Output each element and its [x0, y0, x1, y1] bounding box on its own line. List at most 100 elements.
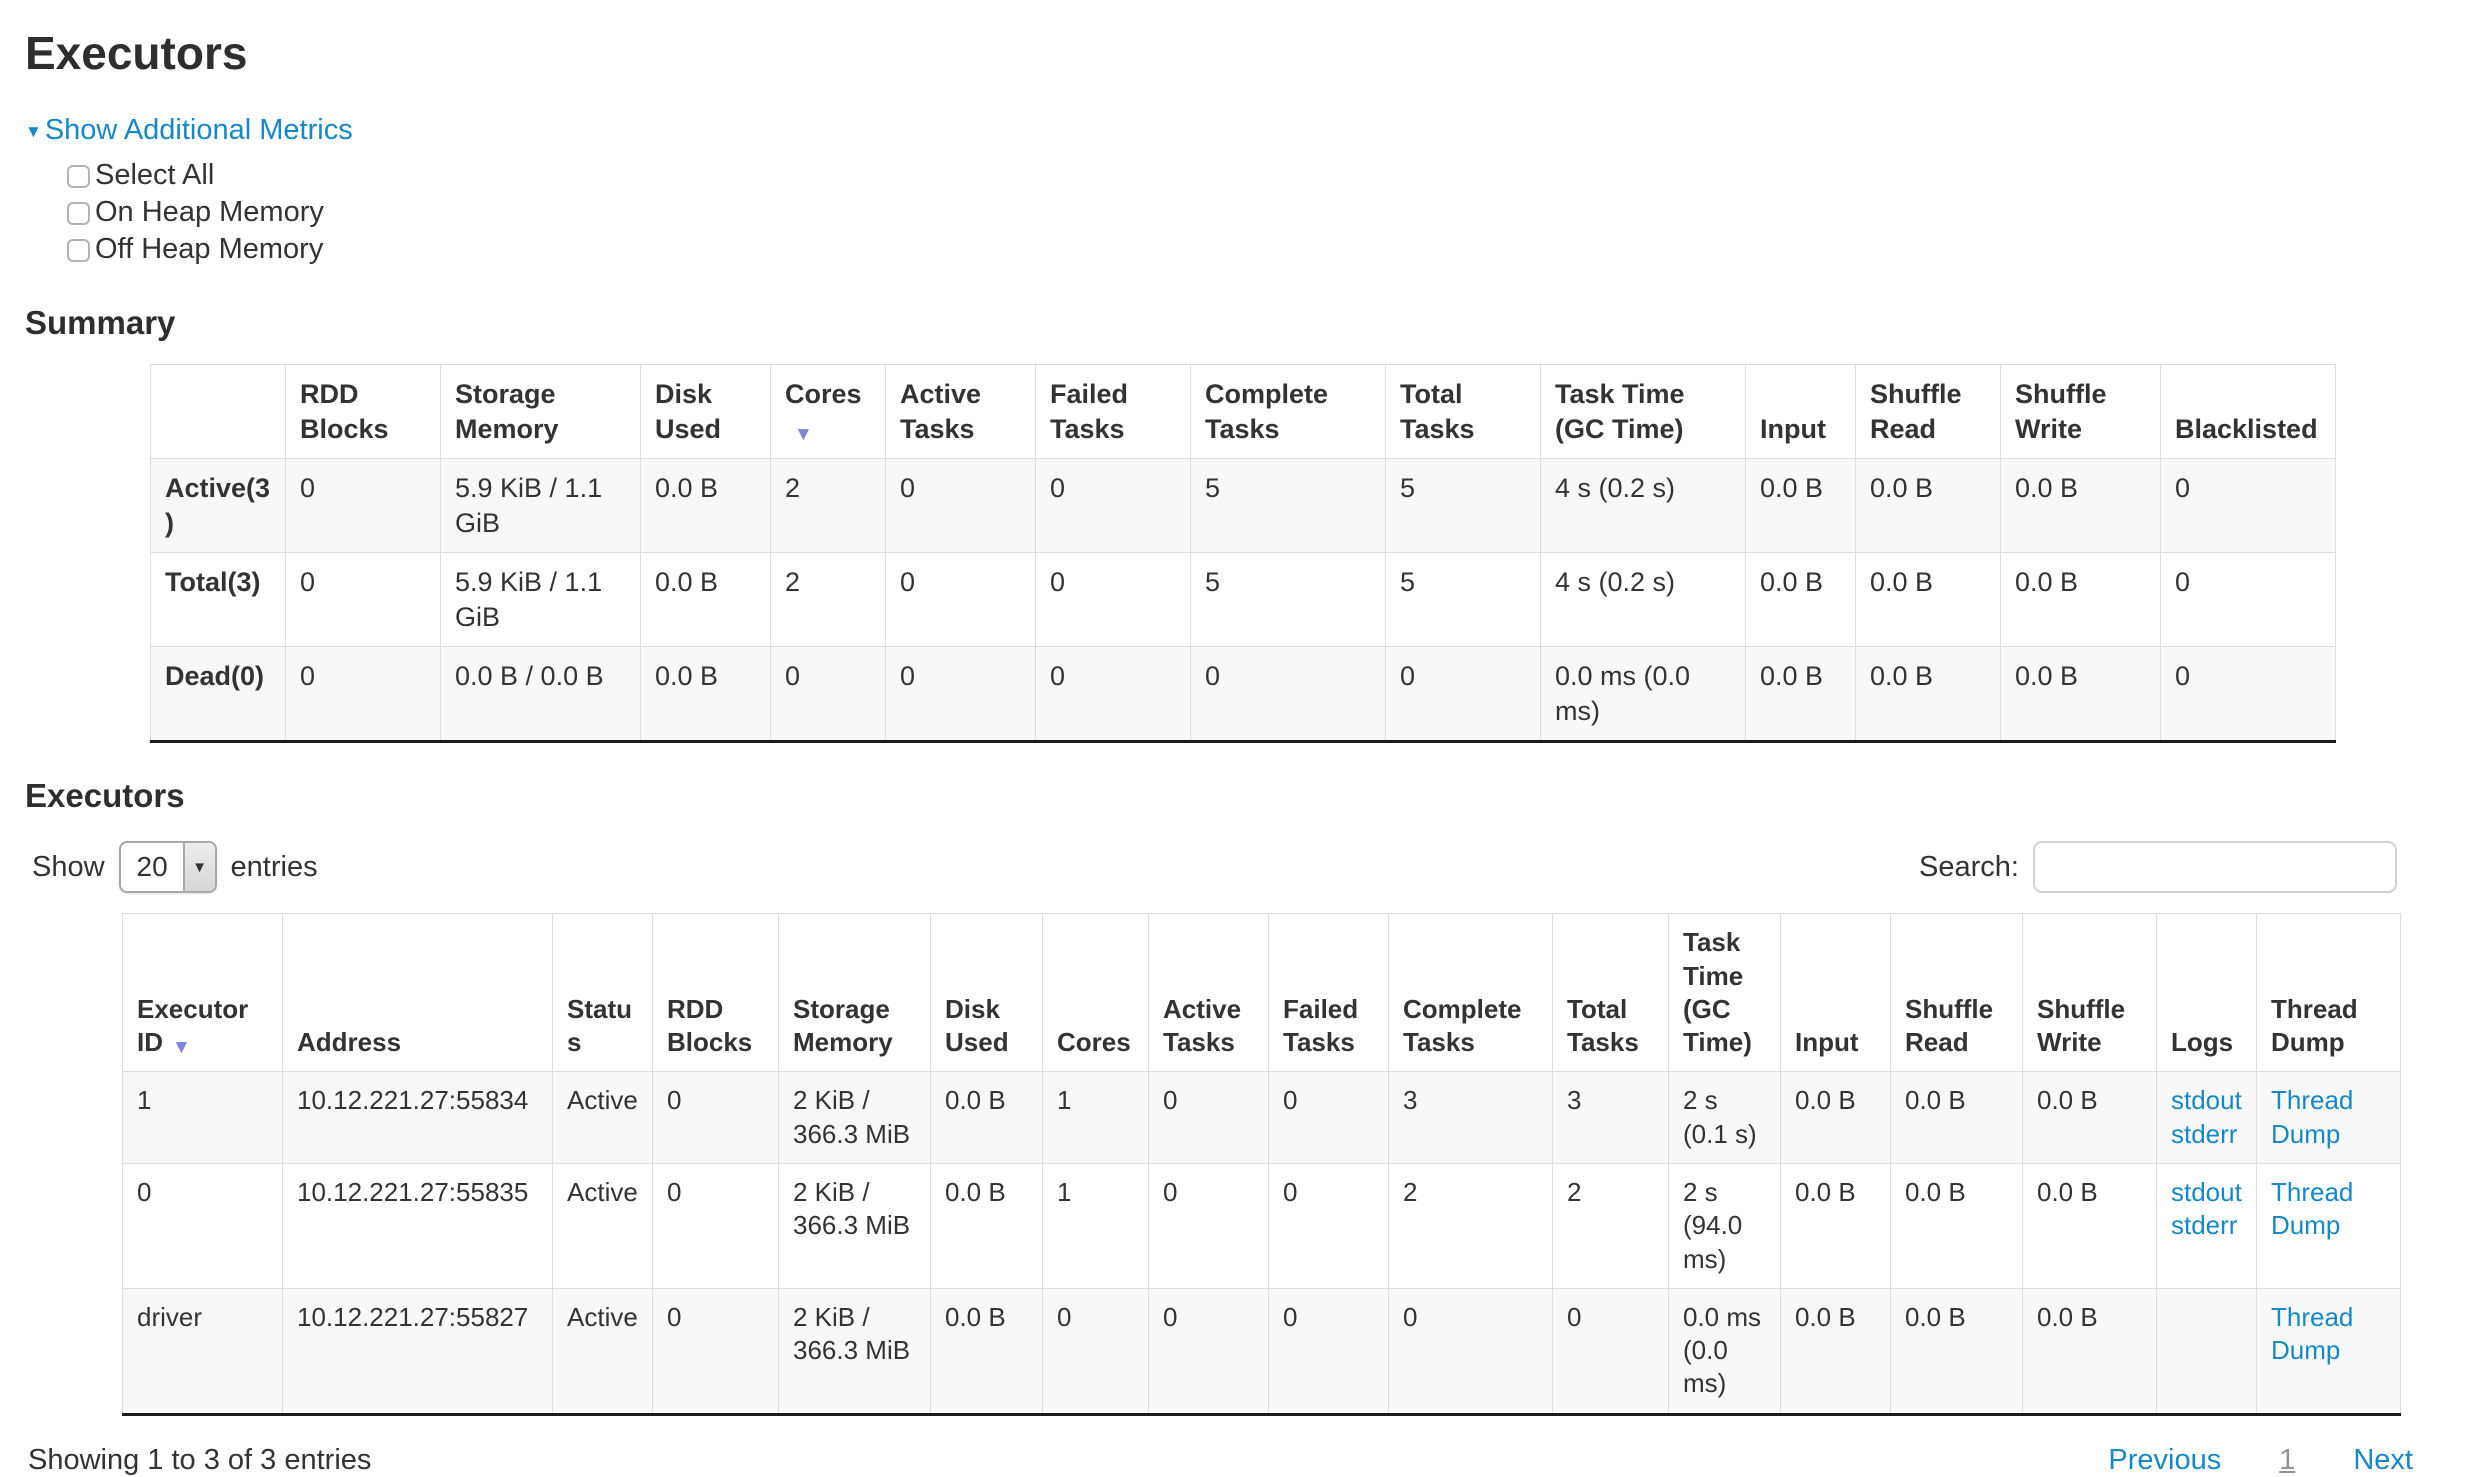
column-header-shuffle-write[interactable]: Shuffle Write [2022, 913, 2157, 1073]
column-header-storage-memory[interactable]: Storage Memory [778, 913, 931, 1073]
cell: 0 [1035, 458, 1191, 554]
cell: 0.0 B [1855, 552, 2001, 648]
column-header-shuffle-write[interactable]: Shuffle Write [2000, 363, 2161, 460]
column-header-total-tasks[interactable]: Total Tasks [1385, 363, 1541, 460]
cell: 0 [1035, 646, 1191, 743]
cell: 0.0 B [930, 1287, 1043, 1415]
current-page-number[interactable]: 1 [2279, 1443, 2296, 1476]
cell-address: 10.12.221.27:55827 [282, 1287, 553, 1415]
column-header-shuffle-read[interactable]: Shuffle Read [1890, 913, 2023, 1073]
show-additional-metrics-label: Show Additional Metrics [44, 114, 353, 146]
checkbox-select-all[interactable] [67, 165, 90, 188]
thread-dump-link[interactable]: Thread Dump [2271, 1301, 2354, 1366]
column-header-complete-tasks[interactable]: Complete Tasks [1388, 913, 1553, 1073]
summary-row-active: Active(3) 0 5.9 KiB / 1.1 GiB 0.0 B 2 0 … [150, 458, 2336, 554]
cell: 0 [652, 1287, 779, 1415]
column-header-disk-used[interactable]: Disk Used [640, 363, 771, 460]
checkbox-off-heap-memory[interactable] [67, 239, 90, 262]
column-header-logs[interactable]: Logs [2156, 913, 2257, 1073]
thread-dump-link[interactable]: Thread Dump [2271, 1085, 2354, 1149]
column-header-thread-dump[interactable]: Thread Dump [2256, 913, 2401, 1073]
entries-select[interactable]: 20 ▼ [118, 841, 217, 894]
cell: 0 [1268, 1287, 1389, 1415]
column-header-task-time[interactable]: Task Time (GC Time) [1540, 363, 1746, 460]
column-header-input[interactable]: Input [1780, 913, 1891, 1073]
column-header-cores[interactable]: Cores [1042, 913, 1149, 1073]
cell: 0 [1552, 1287, 1669, 1415]
cell-logs [2156, 1287, 2257, 1415]
column-header-active-tasks[interactable]: Active Tasks [885, 363, 1036, 460]
cell-executor-id: driver [122, 1287, 283, 1415]
column-header-label: Executor ID [137, 993, 249, 1058]
cell: 0.0 B [640, 552, 771, 648]
column-header-total-tasks[interactable]: Total Tasks [1552, 913, 1669, 1073]
thread-dump-link[interactable]: Thread Dump [2271, 1176, 2354, 1241]
column-header-input[interactable]: Input [1745, 363, 1856, 460]
column-header-task-time[interactable]: Task Time (GC Time) [1668, 913, 1781, 1073]
cell: 0 [1148, 1162, 1269, 1289]
cell: 0 [285, 646, 441, 743]
cell: 0 [885, 458, 1036, 554]
cell: 3 [1388, 1071, 1553, 1164]
cell: 0 [1268, 1071, 1389, 1164]
cell: 2 s (94.0 ms) [1668, 1162, 1781, 1289]
column-header-rdd-blocks[interactable]: RDD Blocks [285, 363, 441, 460]
metrics-item-select-all: Select All [67, 157, 2441, 194]
cell: 0.0 B [930, 1071, 1043, 1164]
column-header-blacklisted[interactable]: Blacklisted [2160, 363, 2336, 460]
column-header-address[interactable]: Address [282, 913, 553, 1073]
executors-table-container: Executor ID ▼ Address Status RDD Blocks S… [122, 913, 2401, 1416]
column-header-active-tasks[interactable]: Active Tasks [1148, 913, 1269, 1073]
cell: 0.0 B [1745, 458, 1856, 554]
column-header-complete-tasks[interactable]: Complete Tasks [1190, 363, 1386, 460]
cell: 1 [1042, 1071, 1149, 1164]
cell-address: 10.12.221.27:55835 [282, 1162, 553, 1289]
cell: 0 [1035, 552, 1191, 648]
column-header-cores[interactable]: Cores ▼ [770, 363, 886, 460]
cell: 0 [2160, 458, 2336, 554]
summary-table: RDD Blocks Storage Memory Disk Used Core… [150, 363, 2336, 744]
cell-status: Active [552, 1071, 653, 1164]
show-additional-metrics-toggle[interactable]: ▼ Show Additional Metrics [25, 114, 353, 147]
cell: 0 [652, 1162, 779, 1289]
stdout-link[interactable]: stdout [2171, 1085, 2242, 1116]
cell: 0 [1148, 1287, 1269, 1415]
cell-thread-dump: Thread Dump [2256, 1287, 2401, 1415]
column-header-failed-tasks[interactable]: Failed Tasks [1035, 363, 1191, 460]
cell: 0.0 B [640, 458, 771, 554]
cell: 0.0 B [1745, 552, 1856, 648]
cell-thread-dump: Thread Dump [2256, 1071, 2401, 1164]
column-header-disk-used[interactable]: Disk Used [930, 913, 1043, 1073]
cell: 0 [1190, 646, 1386, 743]
stderr-link[interactable]: stderr [2171, 1118, 2238, 1149]
cell: 0 [1388, 1287, 1553, 1415]
column-header-storage-memory[interactable]: Storage Memory [440, 363, 641, 460]
cell: 0.0 B [1890, 1071, 2023, 1164]
column-header-shuffle-read[interactable]: Shuffle Read [1855, 363, 2001, 460]
column-header-blank [150, 363, 286, 460]
column-header-rdd-blocks[interactable]: RDD Blocks [652, 913, 779, 1073]
summary-table-container: RDD Blocks Storage Memory Disk Used Core… [150, 363, 2336, 744]
cell-executor-id: 1 [122, 1071, 283, 1164]
stderr-link[interactable]: stderr [2171, 1210, 2238, 1241]
previous-page-button[interactable]: Previous [2108, 1443, 2222, 1476]
search-input[interactable] [2033, 841, 2397, 894]
cell: 3 [1552, 1071, 1669, 1164]
cell: 0.0 B [930, 1162, 1043, 1289]
cell: 0 [1042, 1287, 1149, 1415]
cell: 2 KiB / 366.3 MiB [778, 1162, 931, 1289]
stdout-link[interactable]: stdout [2171, 1176, 2242, 1207]
column-header-executor-id[interactable]: Executor ID ▼ [122, 913, 283, 1073]
cell: 0 [285, 458, 441, 554]
next-page-button[interactable]: Next [2353, 1443, 2413, 1476]
column-header-status[interactable]: Status [552, 913, 653, 1073]
checkbox-on-heap-memory[interactable] [67, 202, 90, 225]
summary-header-row: RDD Blocks Storage Memory Disk Used Core… [150, 363, 2336, 460]
executor-row-driver: driver 10.12.221.27:55827 Active 0 2 KiB… [122, 1287, 2401, 1415]
cell-address: 10.12.221.27:55834 [282, 1071, 553, 1164]
cell: 0.0 B [2000, 646, 2161, 743]
table-footer: Showing 1 to 3 of 3 entries Previous 1 N… [28, 1444, 2413, 1477]
cell: 0 [885, 552, 1036, 648]
column-header-failed-tasks[interactable]: Failed Tasks [1268, 913, 1389, 1073]
